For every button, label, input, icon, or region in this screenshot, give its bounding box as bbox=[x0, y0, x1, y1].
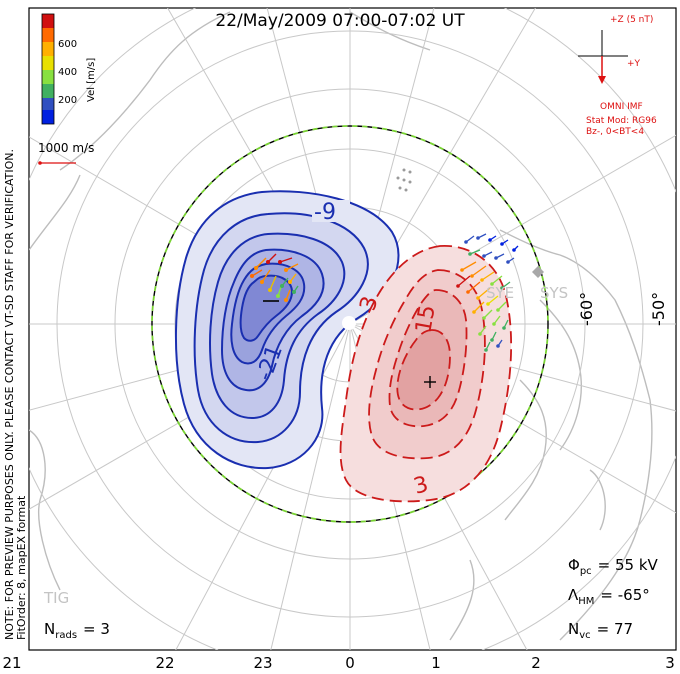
colorbar-tick-200: 200 bbox=[58, 95, 77, 106]
reference-vector: 1000 m/s bbox=[38, 141, 94, 165]
stat-n-rads: Nrads = 3 bbox=[44, 620, 110, 641]
pos-contour-4 bbox=[396, 329, 451, 411]
positive-contour-labels: 3 15 3 bbox=[356, 294, 441, 500]
contour-label-pos-bottom: 3 bbox=[411, 472, 431, 500]
contour-label-pos-outer: 3 bbox=[356, 294, 384, 314]
preview-note: NOTE: FOR PREVIEW PURPOSES ONLY. PLEASE … bbox=[3, 149, 16, 640]
colorbar-tick-400: 400 bbox=[58, 67, 77, 78]
imf-model: Stat Mod: RG96 bbox=[586, 116, 657, 126]
imf-condition: Bz-, 0<BT<4 bbox=[586, 127, 644, 137]
colorbar-tick-600: 600 bbox=[58, 39, 77, 50]
velocity-colorbar: 600 400 200 Vel [m/s] bbox=[41, 13, 97, 125]
mlt-axis: 21 22 23 0 1 2 3 bbox=[2, 654, 674, 672]
fit-statistics: Φpc = 55 kV ΛHM = -65° Nvc = 77 Nrads = 3 bbox=[44, 556, 659, 641]
imf-title: OMNI IMF bbox=[600, 102, 643, 112]
mlt-tick-23: 23 bbox=[253, 654, 272, 672]
colorbar-label: Vel [m/s] bbox=[86, 58, 97, 102]
fit-order-note: FitOrder: 8, mapEX format bbox=[15, 495, 28, 640]
station-label-sye: SYE bbox=[486, 284, 514, 302]
dawn-velocity-vectors bbox=[456, 233, 519, 352]
radar-site-marker bbox=[532, 266, 544, 278]
stat-n-vc: Nvc = 77 bbox=[568, 620, 633, 641]
station-label-tig: TIG bbox=[43, 589, 69, 607]
coordinate-system-label: MLT coordinates bbox=[16, 11, 29, 100]
dusk-velocity-vectors bbox=[250, 253, 299, 302]
mlt-tick-1: 1 bbox=[431, 654, 441, 672]
station-label-sys: SYS bbox=[540, 284, 568, 302]
hm-boundary bbox=[151, 125, 549, 523]
imf-z-label: +Z (5 nT) bbox=[610, 15, 653, 25]
contour-label-pos-mid: 15 bbox=[411, 303, 440, 335]
negative-potential-cell bbox=[174, 190, 400, 470]
stat-lambda-hm: ΛHM = -65° bbox=[568, 586, 650, 607]
mlt-tick-3: 3 bbox=[665, 654, 675, 672]
lat-label-60: -60° bbox=[577, 292, 596, 326]
radar-site-dots bbox=[396, 168, 412, 192]
reference-vector-label: 1000 m/s bbox=[38, 141, 94, 155]
contour-label-neg-outer: -9 bbox=[314, 200, 336, 225]
pole-marker bbox=[342, 316, 356, 330]
mlt-tick-0: 0 bbox=[345, 654, 355, 672]
imf-dial: +Z (5 nT) +Y OMNI IMF Stat Mod: RG96 Bz-… bbox=[578, 15, 657, 137]
lat-label-50: -50° bbox=[649, 292, 668, 326]
stat-phi-pc: Φpc = 55 kV bbox=[568, 556, 659, 577]
positive-potential-cell bbox=[339, 245, 513, 503]
imf-y-label: +Y bbox=[627, 59, 641, 69]
map-title: 22/May/2009 07:00-07:02 UT bbox=[215, 11, 465, 31]
mlt-tick-21: 21 bbox=[2, 654, 21, 672]
mlt-tick-2: 2 bbox=[531, 654, 541, 672]
mlt-tick-22: 22 bbox=[155, 654, 174, 672]
